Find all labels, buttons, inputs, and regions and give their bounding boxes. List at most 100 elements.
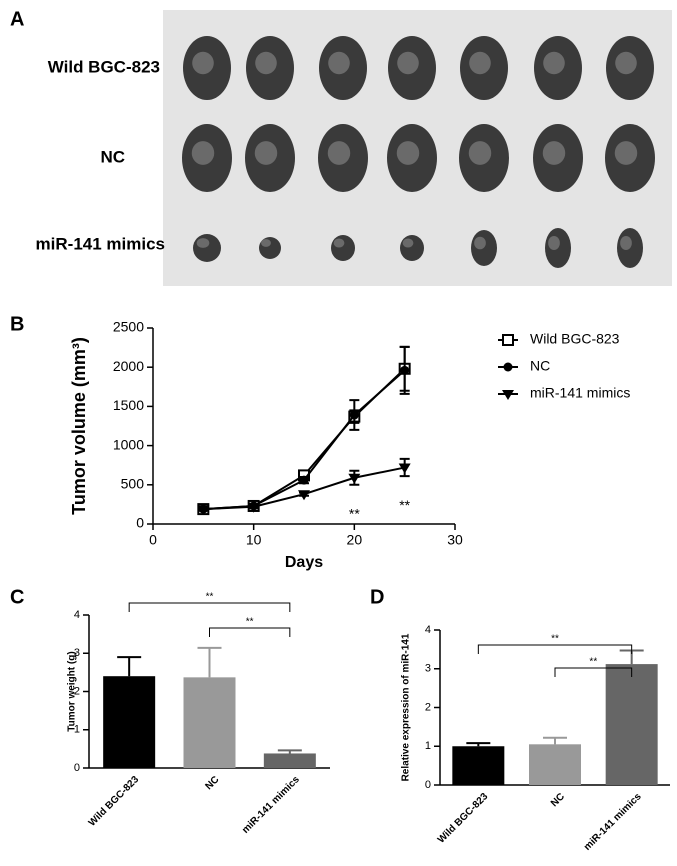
marker [348,473,361,484]
y-tick-label: 4 [425,624,431,636]
error-bar [543,736,567,745]
significance-label: ** [589,657,597,668]
y-tick-label: 1500 [113,397,144,413]
tumor-highlight [196,238,210,248]
tumor-highlight [255,51,277,75]
y-axis-label: Tumor weight (g) [67,651,78,731]
x-tick-label: 10 [246,532,262,548]
bar [183,677,236,768]
tumor-highlight [543,51,565,75]
tumor-highlight [474,236,486,250]
tumor-highlight [468,141,492,165]
tumor [471,230,497,266]
x-tick-label: NC [549,791,567,809]
tumor-photo [182,36,655,268]
panel-label: C [10,586,24,608]
y-tick-label: 3 [425,663,431,675]
y-tick-label: 0 [136,515,144,531]
tumor [400,235,424,261]
marker [349,410,359,420]
bar [452,746,505,785]
y-tick-label: 500 [121,476,145,492]
legend-marker [503,362,513,372]
error-bar [197,646,222,678]
significance-bracket [477,644,633,654]
significance-bracket [554,667,633,677]
error-bar [117,656,142,677]
legend-label: miR-141 mimics [530,385,630,401]
row-label: Wild BGC-823 [48,57,160,76]
marker [398,463,411,474]
x-tick-label: NC [203,774,221,792]
x-tick-label: Wild BGC-823 [87,774,142,829]
tumor-highlight [261,239,271,247]
panel-label: B [10,313,24,335]
tumor-highlight [327,141,351,165]
y-tick-label: 2 [425,701,431,713]
y-axis-label: Relative expression of miR-141 [401,633,412,781]
significance-label: ** [246,617,254,628]
bar [103,676,156,768]
tumor-highlight [542,141,566,165]
panel-label: D [370,586,384,608]
y-tick-label: 2 [74,685,80,697]
x-tick-label: miR-141 mimics [240,774,302,836]
tumor-highlight [548,236,560,250]
y-tick-label: 0 [425,779,431,791]
row-label: NC [100,147,125,166]
tumor-highlight [333,238,345,248]
legend-marker [502,390,514,400]
x-tick-label: 0 [149,532,157,548]
legend-label: Wild BGC-823 [530,331,620,347]
tumor-highlight [615,51,637,75]
legend-label: NC [530,358,550,374]
tumor [259,237,281,259]
x-tick-label: 30 [447,532,463,548]
y-axis-label: Tumor volume (mm³) [69,337,89,515]
y-tick-label: 1 [425,740,431,752]
series-line [203,369,406,511]
x-tick-label: miR-141 mimics [582,791,644,853]
y-tick-label: 4 [74,609,80,621]
tumor-highlight [469,51,491,75]
marker [400,365,410,375]
tumor-highlight [402,238,414,248]
annotation: ** [349,506,360,522]
tumor-highlight [614,141,638,165]
tumor-highlight [396,141,420,165]
x-tick-label: 20 [347,532,363,548]
significance-bracket [209,627,291,637]
significance-label: ** [551,634,559,645]
significance-bracket [128,602,291,612]
bar [529,744,581,785]
annotation: ** [399,497,410,513]
row-label: miR-141 mimics [36,234,165,253]
y-tick-label: 2000 [113,358,144,374]
marker [247,502,260,513]
y-tick-label: 3 [74,647,80,659]
marker [197,505,210,516]
error-bar [277,749,302,754]
tumor [331,235,355,261]
tumor-highlight [328,51,350,75]
y-tick-label: 0 [74,762,80,774]
series-line [203,368,406,511]
x-axis-label: Days [285,554,323,571]
tumor-highlight [192,51,214,75]
tumor-highlight [620,236,632,250]
x-tick-label: Wild BGC-823 [436,791,491,846]
marker [298,490,310,501]
tumor-highlight [191,141,215,165]
y-tick-label: 1000 [113,436,144,452]
tumor [193,234,221,262]
tumor-highlight [254,141,278,165]
tumor-highlight [397,51,419,75]
error-bar [466,742,491,747]
significance-label: ** [206,592,214,603]
bar [263,753,316,768]
panel-label: A [10,8,24,30]
bar [605,664,658,785]
legend-marker [502,334,514,346]
marker [299,475,309,485]
